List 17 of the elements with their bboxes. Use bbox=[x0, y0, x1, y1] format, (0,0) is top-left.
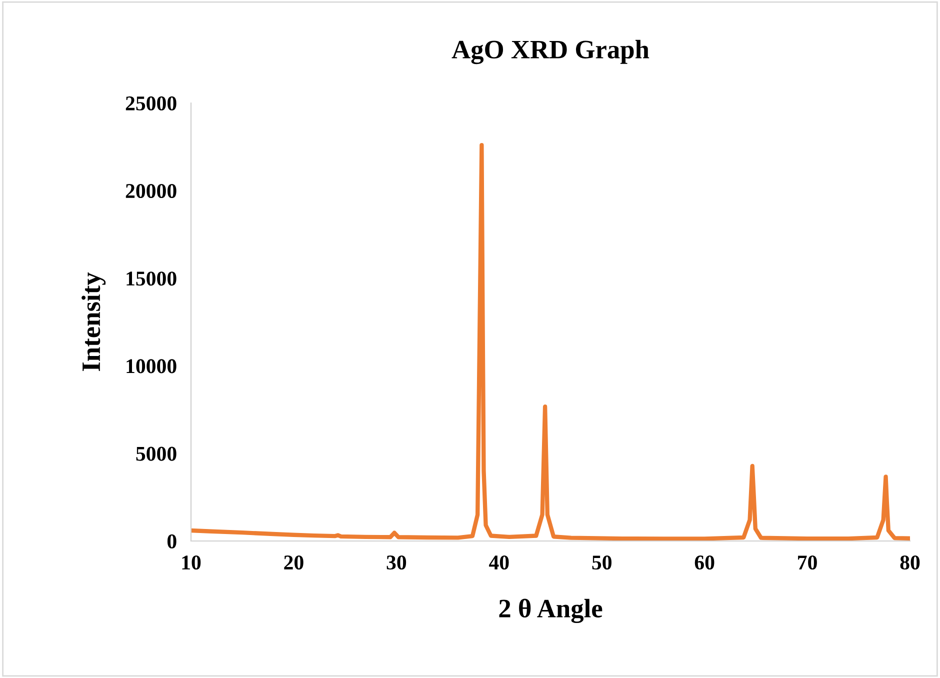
y-tick-label: 5000 bbox=[136, 446, 176, 461]
x-tick-label: 20 bbox=[284, 555, 304, 570]
y-tick-label: 10000 bbox=[126, 359, 176, 374]
x-axis-title: 2 θ Angle bbox=[499, 598, 602, 624]
chart-title: AgO XRD Graph bbox=[452, 40, 650, 64]
x-tick-label: 60 bbox=[694, 555, 714, 570]
y-tick-label: 20000 bbox=[126, 184, 176, 198]
y-tick-label: 15000 bbox=[126, 272, 176, 286]
x-tick-label: 30 bbox=[386, 555, 406, 570]
x-tick-label: 40 bbox=[489, 555, 509, 570]
y-tick-label: 0 bbox=[167, 534, 176, 548]
y-axis-title: Intensity bbox=[82, 272, 106, 371]
x-tick-label: 70 bbox=[798, 555, 817, 570]
x-tick-label: 10 bbox=[182, 555, 201, 570]
x-tick-label: 50 bbox=[592, 555, 612, 570]
x-tick-label: 80 bbox=[900, 555, 920, 570]
y-tick-label: 25000 bbox=[126, 96, 176, 110]
